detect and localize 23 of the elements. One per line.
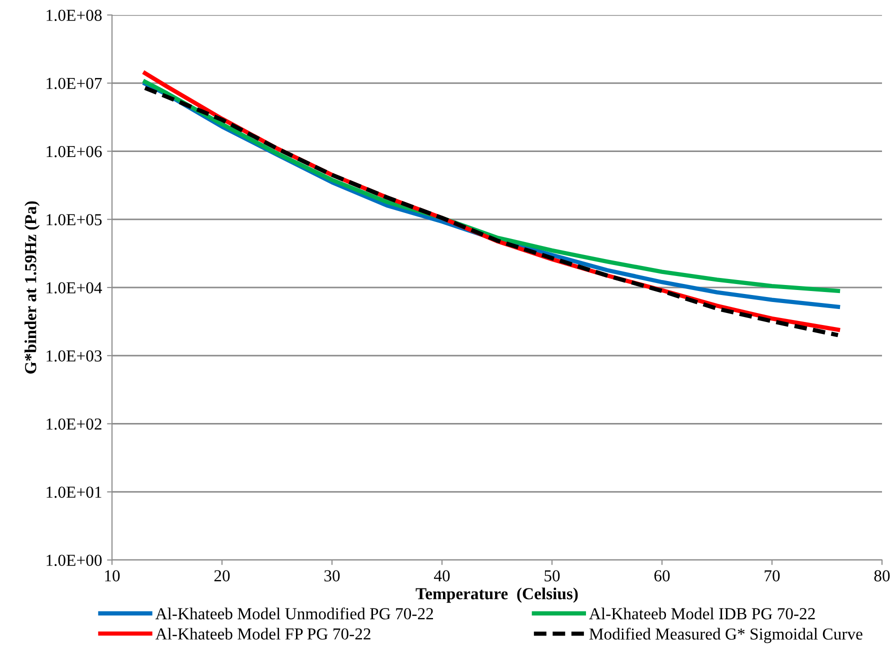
x-tick-label: 10 <box>105 570 120 582</box>
y-tick-label: 1.0E+00 <box>46 554 102 566</box>
x-tick-label: 30 <box>324 570 340 582</box>
x-tick-label: 80 <box>874 570 890 582</box>
y-tick-label: 1.0E+05 <box>46 214 102 226</box>
x-axis-title: Temperature (Celsius) <box>416 588 578 603</box>
legend-label: Modified Measured G* Sigmoidal Curve <box>589 628 862 644</box>
y-tick-label: 1.0E+02 <box>46 418 102 430</box>
x-tick-label: 70 <box>764 570 780 582</box>
y-tick-label: 1.0E+03 <box>46 350 102 362</box>
y-tick-label: 1.0E+08 <box>46 10 102 22</box>
x-tick-label: 60 <box>654 570 670 582</box>
y-tick-label: 1.0E+04 <box>46 282 102 294</box>
y-tick-label: 1.0E+07 <box>46 78 102 90</box>
x-tick-label: 20 <box>214 570 230 582</box>
legend-label: Al-Khateeb Model IDB PG 70-22 <box>589 608 815 620</box>
y-axis-title: G*binder at 1.59Hz (Pa) <box>24 201 40 374</box>
x-tick-label: 50 <box>544 570 560 582</box>
y-tick-label: 1.0E+01 <box>46 486 102 498</box>
x-tick-label: 40 <box>434 570 450 582</box>
legend-label: Al-Khateeb Model FP PG 70-22 <box>155 628 370 640</box>
y-tick-label: 1.0E+06 <box>46 146 102 158</box>
legend-label: Al-Khateeb Model Unmodified PG 70-22 <box>155 607 433 620</box>
